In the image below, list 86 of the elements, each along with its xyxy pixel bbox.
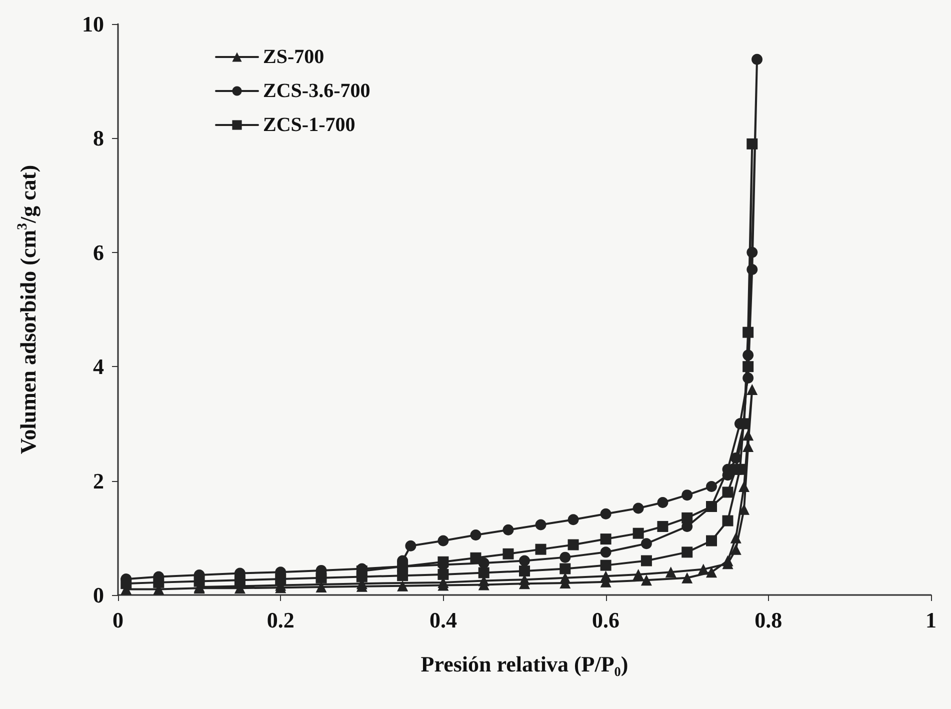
point (682, 490, 693, 501)
x-tick-label: 0.8 (754, 608, 782, 632)
point (120, 578, 132, 590)
y-axis-title: Volumen adsorbido (cm3/g cat) (16, 164, 40, 454)
point (746, 384, 758, 395)
point (746, 246, 758, 258)
point (397, 580, 408, 592)
point (438, 535, 449, 546)
point (632, 528, 644, 539)
point (275, 574, 286, 585)
point (600, 560, 612, 571)
point (535, 544, 546, 555)
x-tick-label: 0.6 (592, 608, 620, 632)
y-tick-label: 10 (82, 12, 104, 36)
point (682, 512, 693, 524)
point (706, 535, 717, 546)
point (470, 552, 482, 564)
point (568, 514, 579, 526)
point (742, 350, 754, 361)
legend-label: ZCS-1-700 (263, 114, 356, 136)
point (560, 552, 571, 563)
point (600, 508, 612, 520)
point (478, 567, 490, 578)
point (316, 582, 327, 593)
y-tick-label: 0 (93, 582, 104, 608)
point (722, 515, 734, 526)
point (600, 570, 612, 582)
point (632, 568, 644, 580)
point (742, 326, 754, 338)
point (470, 530, 482, 541)
point (698, 564, 709, 575)
point (600, 534, 612, 545)
point (682, 546, 693, 558)
x-tick-label: 1 (926, 608, 936, 632)
point (502, 524, 514, 536)
point (397, 560, 408, 572)
x-tick-label: 0.4 (429, 608, 457, 632)
point (706, 566, 717, 578)
point (153, 576, 164, 588)
point (568, 539, 579, 550)
point (706, 500, 717, 512)
point (234, 574, 246, 586)
point (600, 546, 612, 558)
point (657, 497, 668, 508)
point (519, 555, 530, 566)
y-tick-label: 4 (93, 354, 104, 380)
point (722, 486, 734, 498)
point (752, 54, 763, 65)
point (742, 430, 754, 441)
point (438, 556, 449, 568)
point (194, 576, 205, 587)
point (738, 418, 750, 430)
point (502, 548, 514, 560)
y-tick-label: 2 (93, 468, 104, 494)
point (730, 532, 742, 544)
x-tick-label: 0 (112, 608, 124, 632)
y-tick-label: 8 (93, 126, 104, 151)
x-axis-title: Presión relativa (P/P₀) (420, 652, 628, 676)
legend-label: ZCS-3.6-700 (263, 80, 370, 102)
point (738, 504, 750, 515)
point (405, 540, 416, 552)
point (356, 566, 368, 577)
point (746, 264, 758, 276)
point (560, 563, 571, 574)
y-tick-label: 6 (93, 240, 104, 265)
point (706, 481, 717, 492)
point (730, 464, 742, 475)
point (682, 572, 693, 584)
point (657, 520, 668, 532)
point (519, 566, 530, 577)
point (316, 572, 327, 584)
legend-label: ZS-700 (263, 46, 324, 68)
point (535, 519, 546, 530)
point (640, 538, 652, 550)
point (640, 555, 652, 566)
point (632, 502, 644, 514)
point (640, 574, 652, 586)
point (742, 372, 754, 384)
point (438, 568, 449, 580)
point (746, 138, 758, 150)
point (742, 361, 754, 372)
point (738, 481, 750, 492)
x-tick-label: 0.2 (266, 608, 294, 632)
point (665, 566, 676, 578)
point (730, 544, 742, 555)
point (730, 452, 742, 464)
